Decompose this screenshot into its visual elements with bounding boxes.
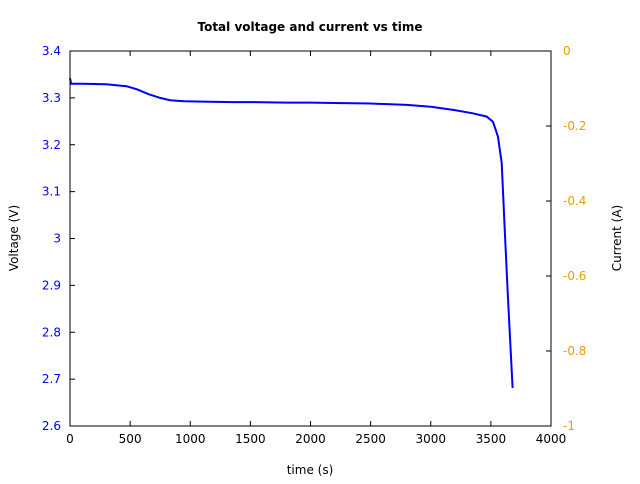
x-tick-label: 2000: [295, 432, 326, 446]
y2-tick-label: -0.2: [563, 119, 586, 133]
y2-axis-label: Current (A): [610, 205, 624, 271]
y-tick-label: 2.8: [42, 325, 61, 339]
y-tick-label: 2.7: [42, 372, 61, 386]
y-tick-label: 3.4: [42, 44, 61, 58]
x-tick-label: 3500: [476, 432, 507, 446]
x-tick-label: 0: [66, 432, 74, 446]
x-tick-label: 3000: [415, 432, 446, 446]
y2-tick-label: -0.8: [563, 344, 586, 358]
x-tick-label: 1000: [175, 432, 206, 446]
y-tick-label: 3: [53, 232, 61, 246]
y2-tick-label: 0: [563, 44, 571, 58]
y2-tick-label: -0.6: [563, 269, 586, 283]
x-tick-label: 4000: [536, 432, 567, 446]
y-tick-label: 3.3: [42, 91, 61, 105]
x-tick-label: 1500: [235, 432, 266, 446]
plot-frame: [69, 50, 552, 427]
y-tick-label: 3.2: [42, 138, 61, 152]
voltage-series-line: [69, 77, 514, 389]
y-axis-label: Voltage (V): [7, 205, 21, 271]
y2-tick-label: -1: [563, 419, 575, 433]
y2-tick-label: -0.4: [563, 194, 586, 208]
x-axis-label: time (s): [287, 463, 334, 477]
x-tick-label: 500: [119, 432, 142, 446]
y-tick-label: 2.9: [42, 278, 61, 292]
x-tick-label: 2500: [355, 432, 386, 446]
y-tick-label: 3.1: [42, 185, 61, 199]
y-tick-label: 2.6: [42, 419, 61, 433]
chart-title: Total voltage and current vs time: [197, 20, 422, 34]
